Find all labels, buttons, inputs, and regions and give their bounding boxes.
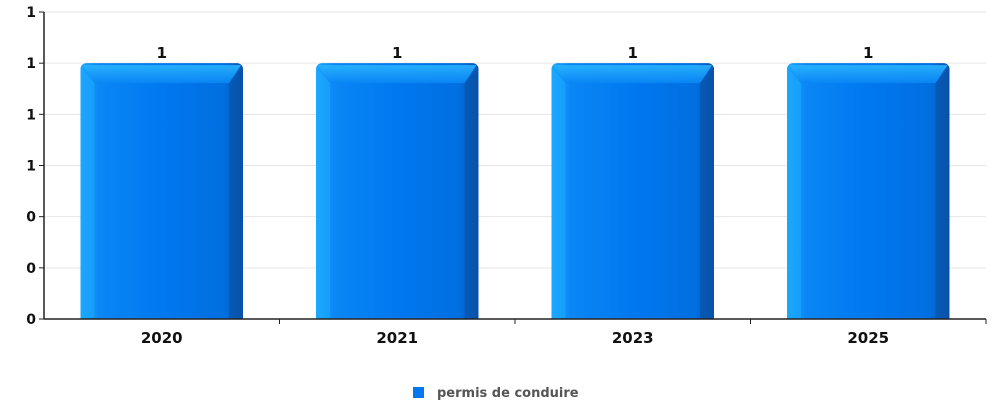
- bar-bevel-right: [935, 67, 950, 320]
- x-axis-ticks: 2020 2021 2023 2025: [141, 319, 987, 347]
- data-labels: 1 1 1 1: [157, 44, 874, 62]
- bar-bevel-top: [789, 65, 948, 84]
- bar-body: [316, 69, 479, 320]
- bar-bevel-top: [318, 65, 477, 84]
- y-tick-label: 1: [26, 5, 36, 21]
- bar-bevel-right: [228, 67, 243, 320]
- y-tick-label: 0: [26, 312, 36, 328]
- legend: permis de conduire: [413, 386, 579, 401]
- bar-bevel-left: [551, 67, 566, 320]
- data-label: 1: [863, 44, 873, 62]
- y-tick-label: 1: [26, 159, 36, 175]
- bar-body: [787, 69, 950, 320]
- y-tick-label: 1: [26, 56, 36, 72]
- y-axis-ticks: 0 0 0 1 1 1 1: [26, 5, 44, 328]
- bar-bevel-top: [553, 65, 712, 84]
- bar-body: [551, 69, 714, 320]
- bar-bevel-left: [316, 67, 331, 320]
- y-tick-label: 1: [26, 107, 36, 123]
- x-tick-label: 2021: [376, 329, 418, 347]
- bar-bevel-left: [80, 67, 95, 320]
- bar-bevel-right: [464, 67, 479, 320]
- bar-body: [80, 69, 243, 320]
- y-tick-label: 0: [26, 261, 36, 277]
- legend-label: permis de conduire: [437, 386, 579, 401]
- x-tick-label: 2025: [847, 329, 889, 347]
- data-label: 1: [157, 44, 167, 62]
- bars: [80, 63, 950, 320]
- legend-swatch: [413, 387, 424, 398]
- data-label: 1: [628, 44, 638, 62]
- bar-bevel-top: [82, 65, 241, 84]
- x-tick-label: 2020: [141, 329, 183, 347]
- data-label: 1: [392, 44, 402, 62]
- bar-bevel-left: [787, 67, 802, 320]
- x-tick-label: 2023: [612, 329, 654, 347]
- bar-bevel-right: [699, 67, 714, 320]
- y-tick-label: 0: [26, 210, 36, 226]
